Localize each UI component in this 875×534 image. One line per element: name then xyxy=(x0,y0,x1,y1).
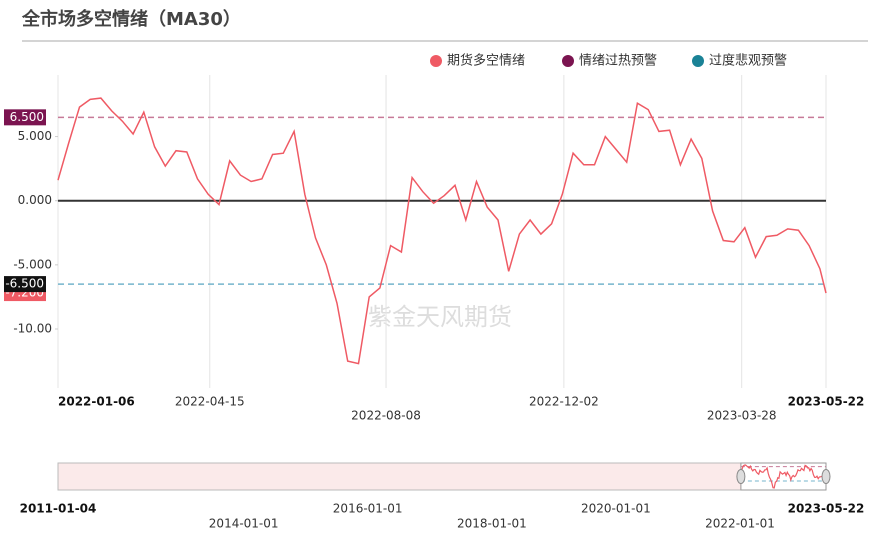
x-tick-label: 2022-12-02 xyxy=(529,395,599,409)
navigator-line xyxy=(740,464,827,489)
legend-label: 期货多空情绪 xyxy=(447,53,525,69)
navigator-tick-label: 2018-01-01 xyxy=(457,517,527,531)
navigator-tick-label: 2023-05-22 xyxy=(788,502,865,516)
legend-label: 情绪过热预警 xyxy=(579,53,657,69)
watermark: 紫金天风期货 xyxy=(368,303,512,331)
threshold-label-box xyxy=(4,109,46,126)
y-tick-label: 0.000 xyxy=(18,193,52,207)
navigator-tick-label: 2014-01-01 xyxy=(209,517,279,531)
legend-label: 过度悲观预警 xyxy=(709,53,787,69)
x-tick-label: 2022-04-15 xyxy=(175,395,245,409)
x-tick-label: 2022-08-08 xyxy=(351,409,421,423)
navigator-handle[interactable] xyxy=(736,469,746,484)
y-tick-label: 5.000 xyxy=(18,129,52,143)
legend-marker xyxy=(562,55,574,67)
y-tick-label: -5.000 xyxy=(13,257,52,271)
threshold-label: -6.500 xyxy=(5,277,44,291)
legend-marker xyxy=(692,55,704,67)
x-tick-label: 2023-05-22 xyxy=(788,395,865,409)
navigator-tick-label: 2016-01-01 xyxy=(333,502,403,516)
navigator-tick-label: 2020-01-01 xyxy=(581,502,651,516)
threshold-label: 6.500 xyxy=(10,110,44,124)
navigator-handle[interactable] xyxy=(821,469,831,484)
series-line xyxy=(57,97,827,365)
navigator-frame xyxy=(57,462,827,491)
chart-title: 全市场多空情绪（MA30） xyxy=(21,8,241,30)
x-tick-label: 2022-01-06 xyxy=(58,395,135,409)
threshold-label-box xyxy=(4,276,46,293)
navigator-tick-label: 2011-01-04 xyxy=(20,502,97,516)
navigator-tick-label: 2022-01-01 xyxy=(705,517,775,531)
legend-marker xyxy=(430,55,442,67)
x-tick-label: 2023-03-28 xyxy=(707,409,777,423)
y-tick-label: -10.00 xyxy=(13,321,52,335)
